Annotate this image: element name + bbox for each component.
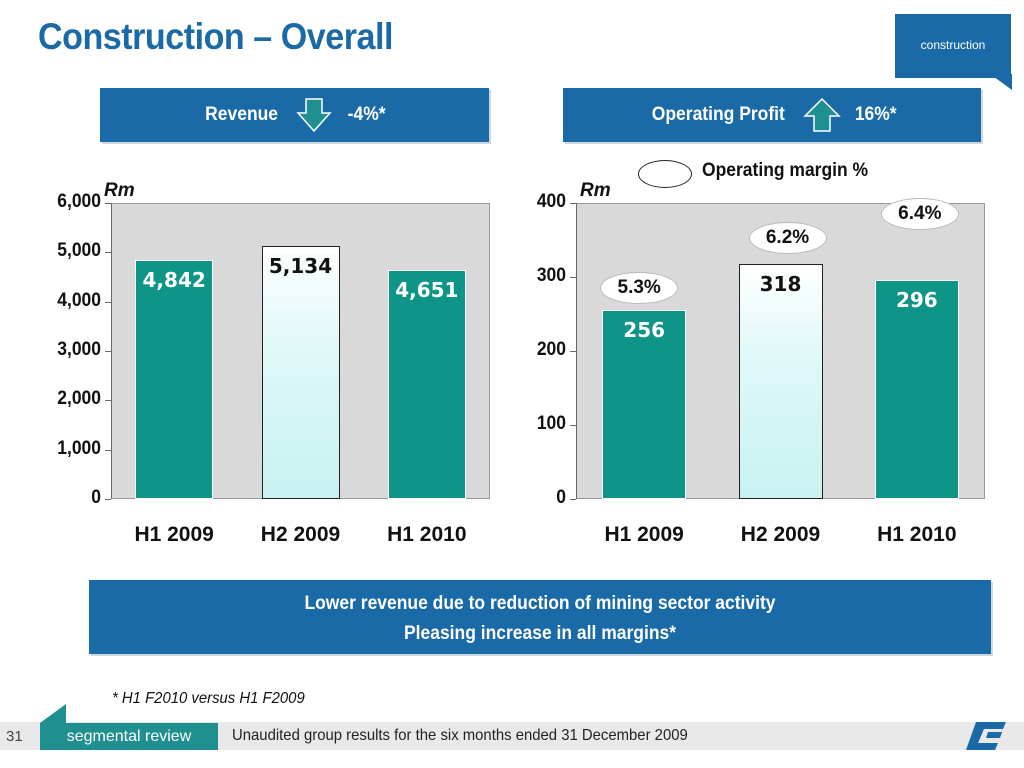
- y-tick-label: 5,000: [57, 240, 101, 262]
- y-tick-label: 3,000: [57, 339, 101, 360]
- margin-label: 6.4%: [880, 197, 959, 230]
- bar: [602, 309, 687, 499]
- x-category-label: H2 2009: [260, 523, 341, 546]
- y-tick-mark: [105, 203, 111, 204]
- y-tick-mark: [105, 449, 111, 451]
- y-tick-label: 4,000: [57, 289, 101, 311]
- up-arrow-icon: [802, 98, 841, 132]
- bar: [261, 245, 340, 499]
- operating-profit-header: Operating Profit 16%*: [563, 88, 981, 142]
- operating-profit-change: 16%*: [854, 104, 897, 125]
- y-tick-mark: [570, 425, 576, 426]
- section-tag: construction: [895, 14, 1011, 78]
- company-logo: [966, 722, 1006, 750]
- x-category-label: H1 2009: [134, 523, 214, 546]
- x-category-label: H1 2009: [604, 523, 684, 546]
- footer-section-tab: segmental review: [40, 723, 218, 750]
- bar: [874, 279, 959, 499]
- x-category-label: H1 2010: [387, 523, 467, 546]
- y-tick-label: 0: [91, 487, 101, 508]
- down-arrow-icon: [295, 98, 332, 132]
- bar-value-label: 4,842: [142, 268, 206, 293]
- y-tick-mark: [105, 301, 111, 303]
- bar-value-label: 296: [895, 287, 938, 312]
- summary-line-2: Pleasing increase in all margins*: [403, 623, 677, 644]
- page-number: 31: [6, 728, 23, 745]
- revenue-unit-label: Rm: [104, 180, 135, 201]
- footer-tab-accent: [40, 704, 66, 723]
- y-tick-label: 2,000: [57, 388, 101, 410]
- summary-line-1: Lower revenue due to reduction of mining…: [304, 593, 776, 614]
- margin-legend-ellipse: [638, 160, 692, 188]
- y-axis-line: [111, 203, 112, 499]
- bar: [387, 269, 466, 499]
- y-tick-mark: [105, 252, 111, 254]
- y-tick-mark: [105, 499, 111, 500]
- margin-legend-label: Operating margin %: [702, 160, 869, 181]
- bar-value-label: 4,651: [395, 277, 459, 302]
- y-tick-mark: [570, 203, 576, 204]
- footer-text: Unaudited group results for the six mont…: [232, 727, 688, 744]
- y-tick-label: 100: [536, 413, 566, 434]
- bar: [738, 263, 823, 499]
- x-category-label: H1 2010: [877, 523, 957, 546]
- y-tick-label: 200: [536, 339, 566, 360]
- y-tick-label: 6,000: [57, 191, 101, 212]
- revenue-label: Revenue: [205, 104, 279, 125]
- summary-box: Lower revenue due to reduction of mining…: [89, 580, 991, 654]
- y-tick-mark: [570, 499, 576, 500]
- margin-label: 6.2%: [748, 221, 827, 254]
- footnote: * H1 F2010 versus H1 F2009: [112, 690, 305, 707]
- margin-label: 5.3%: [600, 271, 679, 304]
- y-tick-label: 400: [536, 191, 566, 212]
- y-tick-label: 0: [556, 487, 566, 508]
- y-axis-line: [576, 203, 577, 499]
- revenue-change: -4%*: [347, 104, 386, 125]
- bar-value-label: 318: [759, 271, 802, 296]
- revenue-header: Revenue -4%*: [100, 88, 489, 142]
- bar-value-label: 256: [623, 317, 666, 342]
- page-title: Construction – Overall: [38, 16, 393, 57]
- y-tick-label: 300: [536, 265, 566, 286]
- y-tick-label: 1,000: [57, 437, 101, 459]
- x-category-label: H2 2009: [740, 523, 821, 546]
- operating-profit-label: Operating Profit: [651, 104, 785, 125]
- operating-profit-unit-label: Rm: [580, 180, 611, 201]
- bar-value-label: 5,134: [268, 253, 333, 278]
- section-tag-tail: [990, 74, 1012, 90]
- y-tick-mark: [105, 400, 111, 402]
- y-tick-mark: [570, 351, 576, 352]
- y-tick-mark: [105, 351, 111, 352]
- y-tick-mark: [570, 277, 576, 278]
- bar: [135, 260, 214, 499]
